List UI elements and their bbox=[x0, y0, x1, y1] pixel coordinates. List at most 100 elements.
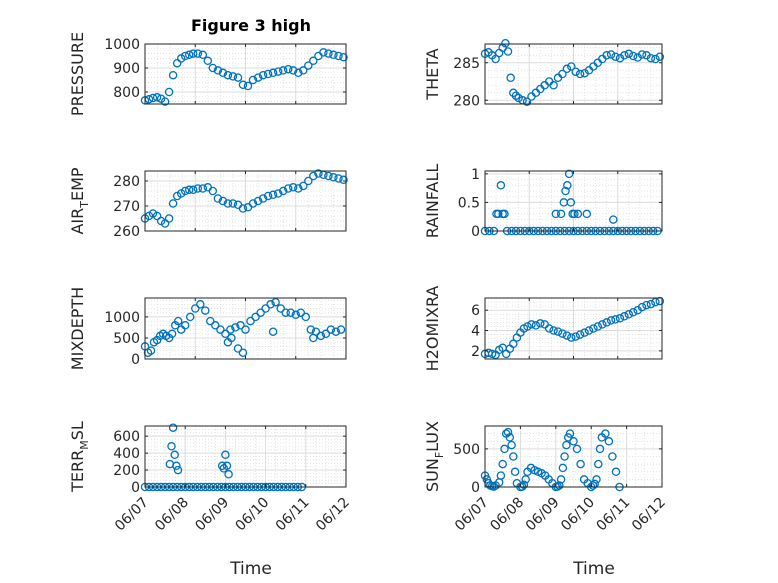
y-label-subscript: T bbox=[78, 201, 91, 209]
data-point bbox=[268, 327, 278, 336]
data-point bbox=[544, 324, 554, 333]
data-point bbox=[263, 69, 273, 79]
data-point bbox=[571, 67, 580, 76]
data-point bbox=[576, 459, 585, 469]
data-point bbox=[184, 50, 194, 60]
data-point bbox=[567, 62, 576, 71]
y-label-part: EMP bbox=[68, 167, 87, 201]
data-point bbox=[582, 209, 592, 219]
data-point bbox=[609, 215, 618, 224]
data-point bbox=[509, 452, 518, 461]
data-point bbox=[562, 440, 571, 450]
data-point bbox=[251, 312, 260, 322]
y-label-subscript: M bbox=[78, 440, 91, 450]
sun-flux-panel: 0 500 SUNFLUX 06/0706/0806/0906/1006/1106/1… bbox=[423, 421, 669, 534]
data-point bbox=[339, 175, 348, 185]
data-point bbox=[263, 191, 273, 201]
data-point bbox=[655, 52, 665, 61]
data-point bbox=[223, 70, 233, 80]
y-label-part: SUN bbox=[423, 458, 442, 492]
data-point bbox=[273, 189, 283, 198]
data-point bbox=[196, 300, 205, 309]
data-point bbox=[172, 461, 181, 471]
data-point bbox=[319, 48, 328, 57]
figure-title: Figure 3 high bbox=[191, 16, 311, 35]
y-label-part: TERR bbox=[68, 450, 87, 493]
data-point bbox=[506, 73, 515, 83]
y-tick-label: 0 bbox=[131, 480, 140, 496]
data-point bbox=[198, 50, 208, 60]
y-tick-label: 900 bbox=[113, 61, 140, 77]
y-axis-label-theta: THETA bbox=[423, 48, 442, 100]
data-point bbox=[624, 49, 634, 59]
y-tick-label: 0 bbox=[471, 224, 480, 240]
data-point bbox=[329, 50, 338, 60]
data-point bbox=[565, 429, 575, 438]
x-tick-label: 06/10 bbox=[558, 495, 598, 535]
data-point bbox=[595, 444, 605, 454]
data-point bbox=[564, 169, 574, 179]
major-grid bbox=[145, 44, 346, 104]
data-point bbox=[222, 461, 232, 471]
data-point bbox=[248, 199, 258, 208]
data-point bbox=[256, 308, 265, 317]
data-point bbox=[248, 75, 258, 85]
x-tick-label: 06/08 bbox=[487, 495, 527, 535]
data-point bbox=[505, 433, 515, 442]
data-point bbox=[218, 196, 228, 206]
x-axis-label-left: Time bbox=[229, 559, 272, 579]
x-tick-label: 06/07 bbox=[452, 495, 492, 535]
data-point bbox=[208, 186, 218, 196]
data-point bbox=[569, 437, 578, 446]
data-point bbox=[593, 322, 603, 331]
data-point bbox=[168, 199, 178, 208]
data-point bbox=[624, 310, 634, 319]
data-point bbox=[522, 97, 532, 106]
data-point bbox=[588, 481, 598, 490]
data-point bbox=[253, 196, 263, 206]
data-point bbox=[503, 47, 513, 56]
minor-grid bbox=[145, 426, 346, 487]
data-point bbox=[286, 308, 295, 317]
y-tick-label: 260 bbox=[113, 224, 140, 240]
data-point bbox=[549, 81, 558, 90]
data-point bbox=[523, 322, 532, 331]
theta-panel: 280 285 THETA bbox=[423, 38, 665, 109]
data-point bbox=[606, 50, 616, 59]
data-point bbox=[598, 320, 607, 329]
data-point bbox=[536, 319, 545, 328]
data-point bbox=[268, 190, 278, 200]
data-point bbox=[549, 326, 558, 335]
data-point bbox=[329, 173, 338, 182]
data-point bbox=[170, 450, 179, 460]
air-temp-panel: 260 270 280 AIRTEMP bbox=[68, 167, 348, 240]
data-point bbox=[299, 66, 308, 75]
data-point bbox=[216, 325, 225, 334]
x-tick-label: 06/08 bbox=[152, 495, 192, 535]
data-point bbox=[304, 61, 313, 70]
data-points bbox=[480, 38, 665, 106]
y-axis-label-rainfall: RAINFALL bbox=[423, 164, 442, 239]
data-point bbox=[637, 302, 647, 312]
data-point bbox=[185, 312, 195, 322]
data-point bbox=[206, 316, 215, 326]
data-point bbox=[208, 63, 218, 73]
y-tick-label: 400 bbox=[113, 446, 140, 462]
data-point bbox=[584, 326, 594, 335]
data-point bbox=[288, 183, 298, 192]
data-point bbox=[213, 66, 223, 75]
data-point bbox=[500, 444, 509, 454]
data-point bbox=[233, 73, 243, 82]
data-points bbox=[480, 296, 665, 360]
data-point bbox=[146, 346, 156, 355]
data-point bbox=[503, 427, 513, 437]
axes-box bbox=[484, 425, 663, 488]
x-tick-label: 06/10 bbox=[233, 495, 273, 535]
data-point bbox=[173, 465, 183, 475]
data-point bbox=[563, 181, 572, 190]
y-tick-label: 270 bbox=[113, 199, 140, 215]
y-label-subscript: F bbox=[433, 452, 446, 458]
data-point bbox=[324, 49, 333, 58]
data-point bbox=[241, 325, 250, 334]
data-point bbox=[321, 329, 331, 339]
